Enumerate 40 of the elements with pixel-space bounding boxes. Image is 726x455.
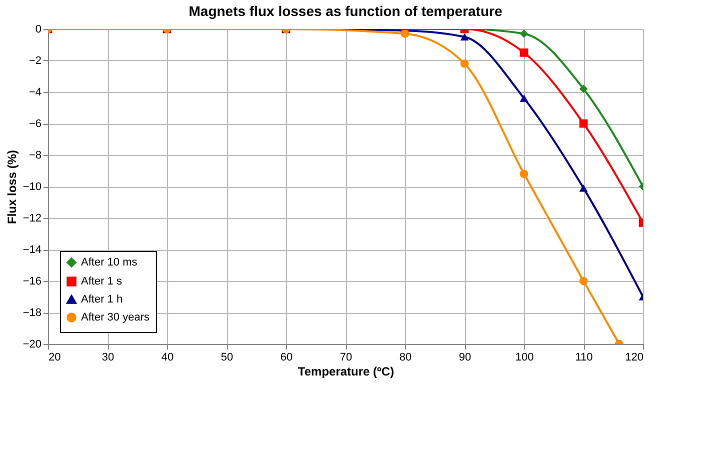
y-tick-label: −4 (28, 86, 42, 98)
y-tick-label: −14 (22, 244, 42, 256)
point (400, 30, 410, 38)
x-tick-label: 90 (458, 352, 472, 364)
point (520, 170, 528, 178)
point (460, 59, 469, 68)
x-tick-label: 60 (280, 352, 293, 364)
legend-label: After 10 ms (81, 256, 138, 268)
x-tick-label: 120 (625, 352, 644, 364)
legend-label: After 1 h (81, 294, 123, 306)
x-tick-label: 20 (48, 352, 61, 364)
y-tick-label: −18 (22, 307, 42, 319)
point (579, 184, 588, 192)
y-tick-label: −12 (22, 212, 42, 224)
point (520, 94, 528, 102)
y-tick-label: −10 (22, 181, 42, 193)
x-tick-label: 50 (220, 352, 234, 364)
point (520, 30, 528, 38)
x-axis-title: Temperature (ºC) (298, 364, 394, 378)
chart-title: Magnets flux losses as function of temperature (188, 3, 502, 19)
y-tick-label: −20 (22, 338, 42, 350)
point (579, 276, 588, 286)
point (460, 33, 469, 40)
legend-label: After 30 years (81, 312, 150, 324)
legend-label: After 1 s (81, 276, 122, 288)
x-tick-label: 100 (515, 352, 534, 364)
y-tick-label: −2 (28, 55, 42, 67)
x-tick-label: 30 (102, 352, 114, 364)
y-axis-title: Flux loss (%) (4, 150, 19, 224)
point (520, 48, 528, 57)
y-tick-label: −16 (22, 276, 42, 288)
x-tick-label: 80 (399, 352, 412, 364)
y-tick-label: 0 (35, 24, 42, 36)
x-tick-label: 70 (340, 352, 352, 364)
x-tick-label: 110 (575, 352, 593, 364)
y-tick-label: −6 (28, 118, 42, 130)
point (579, 119, 588, 128)
y-tick-label: −8 (28, 150, 42, 162)
point (579, 84, 588, 94)
x-tick-label: 40 (161, 352, 174, 364)
